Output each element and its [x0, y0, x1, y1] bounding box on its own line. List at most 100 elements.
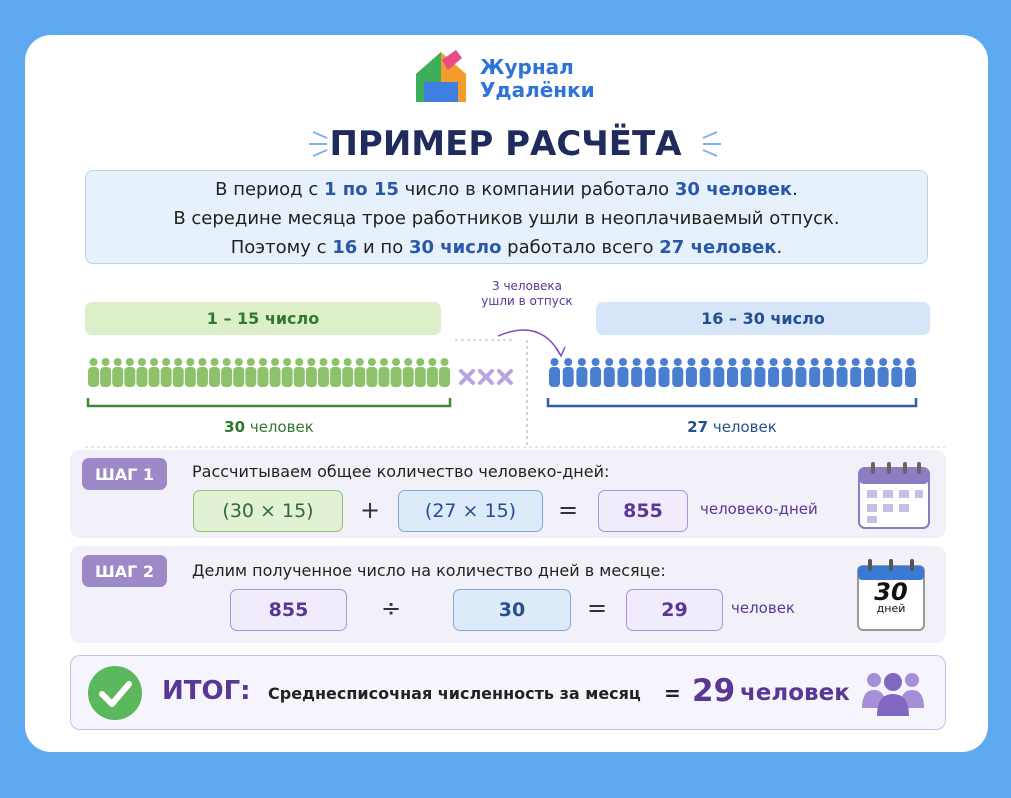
unit: человек — [731, 599, 795, 617]
intro-line: В середине месяца трое работников ушли в… — [86, 204, 927, 233]
step-badge: ШАГ 1 — [82, 458, 167, 490]
formula-box: 855 — [230, 589, 347, 631]
result-value: 29 — [692, 673, 736, 709]
intro-line: В период с 1 по 15 число в компании рабо… — [86, 175, 927, 204]
formula-result: 855 — [598, 490, 688, 532]
person-icon — [631, 358, 643, 387]
count-label: 27 человек — [548, 418, 916, 436]
person-icon — [809, 358, 821, 387]
person-icon — [891, 358, 903, 387]
formula-box: (27 × 15) — [398, 490, 543, 532]
intro: В период с 1 по 15 число в компании рабо… — [85, 170, 928, 264]
result-label: ИТОГ: — [162, 676, 251, 706]
person-icon — [768, 358, 780, 387]
away-count: 3 — [491, 279, 500, 293]
person-icon — [402, 358, 414, 387]
count: 27 — [687, 418, 709, 436]
person-icon — [245, 358, 257, 387]
away-note: 3 человека ушли в отпуск — [447, 279, 607, 309]
calendar-label: 30 дней — [858, 578, 924, 615]
intro-text: и по — [357, 237, 409, 258]
formula-result: 29 — [626, 589, 723, 631]
person-icon — [414, 358, 426, 387]
person-icon — [136, 358, 148, 387]
person-icon — [184, 358, 196, 387]
person-icon — [685, 358, 697, 387]
away-text: человека — [503, 279, 562, 293]
person-icon — [590, 358, 602, 387]
person-icon — [781, 358, 793, 387]
away-text: ушли в отпуск — [481, 294, 573, 308]
title-decoration — [309, 131, 721, 157]
logo-line: Журнал — [480, 55, 574, 79]
person-icon — [148, 358, 160, 387]
person-icon — [727, 358, 738, 387]
person-icon — [88, 358, 99, 387]
person-icon — [439, 358, 450, 387]
person-icon — [293, 358, 305, 387]
step-badge: ШАГ 2 — [82, 555, 167, 587]
intro-text: В середине месяца трое работников ушли в… — [173, 208, 840, 229]
person-icon — [281, 358, 293, 387]
person-icon — [836, 358, 848, 387]
person-icon — [317, 358, 329, 387]
intro-text: Поэтому с — [230, 237, 333, 258]
unit: человек — [249, 418, 314, 436]
person-icon — [342, 358, 354, 387]
person-icon — [390, 358, 402, 387]
unit: человеко-дней — [700, 500, 818, 518]
person-icon — [196, 358, 208, 387]
logo-line: Удалёнки — [480, 78, 595, 102]
intro-text: 30 число — [408, 237, 502, 258]
person-icon — [305, 358, 317, 387]
group-label: 16 – 30 число — [596, 302, 930, 335]
logo-icon — [416, 50, 466, 102]
person-icon — [822, 358, 834, 387]
person-icon — [850, 358, 862, 387]
person-icon — [754, 358, 766, 387]
person-icon — [209, 358, 221, 387]
person-icon — [426, 358, 438, 387]
intro-text: работало всего — [501, 237, 660, 258]
intro-text: число в компании работало — [398, 179, 675, 200]
unit: человек — [712, 418, 777, 436]
person-icon — [658, 358, 670, 387]
calendar-icon — [857, 559, 925, 631]
absent-mark — [497, 369, 513, 385]
intro-text: 27 человек — [659, 237, 777, 258]
intro-line: Поэтому с 16 и по 30 число работало всег… — [86, 233, 927, 262]
person-icon — [257, 358, 269, 387]
intro-text: 16 — [332, 237, 358, 258]
person-icon — [713, 358, 725, 387]
intro-text: . — [792, 179, 798, 200]
person-icon — [366, 358, 378, 387]
operator: = — [557, 496, 579, 524]
person-icon — [740, 358, 752, 387]
person-icon — [354, 358, 366, 387]
count-label: 30 человек — [88, 418, 450, 436]
person-icon — [112, 358, 124, 387]
absent-mark — [459, 369, 475, 385]
result-unit: человек — [740, 680, 850, 706]
person-icon — [221, 358, 233, 387]
intro-text: 1 по 15 — [323, 179, 399, 200]
calendar-number: 30 — [874, 578, 908, 606]
logo-text: Журнал Удалёнки — [480, 56, 595, 102]
intro-text: В период с — [215, 179, 324, 200]
count: 30 — [224, 418, 246, 436]
person-icon — [562, 358, 574, 387]
person-icon — [576, 358, 588, 387]
calendar-word: дней — [876, 602, 906, 615]
person-icon — [269, 358, 281, 387]
people-icon — [862, 673, 924, 716]
operator: ÷ — [380, 594, 402, 622]
group-label: 1 – 15 число — [85, 302, 441, 335]
intro-text: 30 человек — [674, 179, 793, 200]
title: ПРИМЕР РАСЧЁТА — [329, 124, 682, 164]
person-icon — [100, 358, 112, 387]
absent-mark — [478, 369, 494, 385]
person-icon — [378, 358, 390, 387]
formula-box: (30 × 15) — [193, 490, 343, 532]
person-icon — [644, 358, 656, 387]
